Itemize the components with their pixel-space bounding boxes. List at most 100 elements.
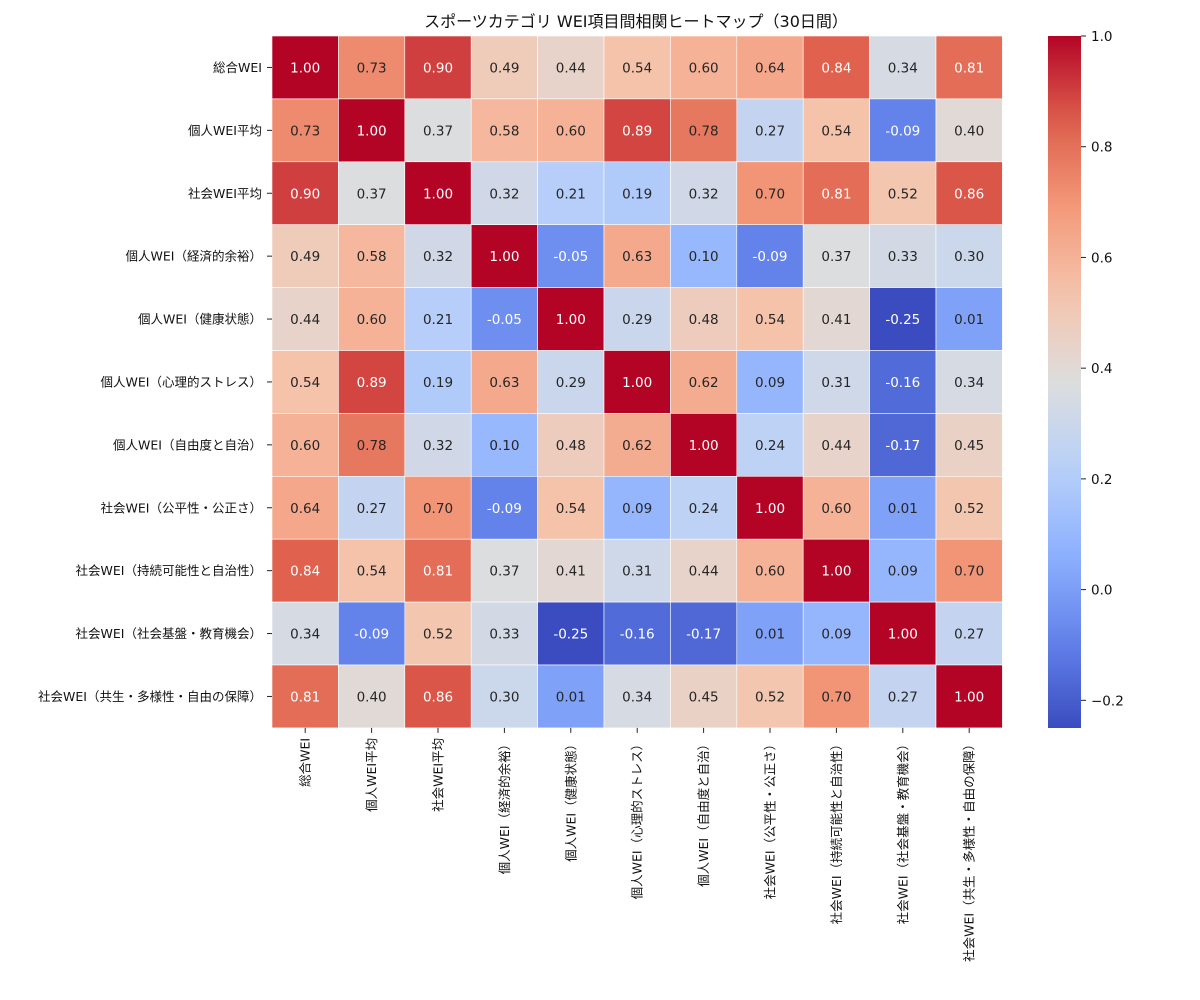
cell-value-label: 0.44 — [556, 60, 586, 76]
cell-value-label: 0.29 — [556, 375, 586, 391]
cell-value-label: 0.41 — [821, 312, 851, 328]
cell-value-label: 0.54 — [821, 123, 851, 139]
cell-value-label: 0.70 — [954, 564, 984, 580]
heatmap-cell — [736, 98, 804, 163]
heatmap-cell — [935, 350, 1003, 414]
y-tick-label: 社会WEI平均 — [188, 186, 262, 201]
cell-value-label: 0.54 — [755, 312, 785, 328]
cell-value-label: 1.00 — [622, 375, 652, 391]
heatmap-cell — [670, 538, 738, 603]
cell-value-label: 1.00 — [290, 60, 320, 76]
cell-value-label: 0.40 — [954, 123, 984, 139]
cell-value-label: -0.17 — [885, 438, 920, 454]
cell-value-label: 0.01 — [888, 501, 918, 517]
heatmap-cell — [603, 350, 671, 414]
cell-value-label: 0.78 — [357, 438, 387, 454]
cell-value-label: -0.25 — [885, 312, 920, 328]
heatmap-cell — [271, 287, 339, 351]
heatmap-cell — [935, 538, 1003, 603]
cell-value-label: 0.19 — [423, 375, 453, 391]
cell-value-label: 0.73 — [290, 123, 320, 139]
cell-value-label: 0.48 — [556, 438, 586, 454]
cell-value-label: 0.49 — [489, 60, 519, 76]
heatmap-cell — [869, 35, 937, 100]
cell-value-label: -0.25 — [553, 627, 588, 643]
cell-value-label: 0.01 — [755, 627, 785, 643]
heatmap-cell — [338, 475, 406, 540]
x-tick-label: 社会WEI（共生・多様性・自由の保障） — [962, 738, 977, 962]
y-tick-label: 個人WEI（心理的ストレス） — [101, 374, 262, 389]
colorbar-tick-label: 1.0 — [1091, 29, 1112, 45]
heatmap-cell — [802, 98, 870, 163]
heatmap-cell — [935, 664, 1003, 729]
y-tick-label: 個人WEI（経済的余裕） — [126, 249, 262, 264]
heatmap-cell — [338, 350, 406, 414]
x-tick-label: 総合WEI — [298, 738, 313, 787]
cell-value-label: 0.30 — [954, 249, 984, 265]
x-tick-label: 社会WEI平均 — [431, 738, 446, 812]
heatmap-cell — [537, 35, 605, 100]
heatmap-cell — [404, 664, 472, 729]
x-tick-label: 社会WEI（公平性・公正さ） — [763, 738, 778, 899]
cell-value-label: 1.00 — [689, 438, 719, 454]
heatmap-cell — [603, 35, 671, 100]
heatmap-cell — [470, 98, 538, 163]
y-tick-label: 総合WEI — [213, 60, 262, 75]
heatmap-cell — [935, 224, 1003, 288]
heatmap-cell — [338, 98, 406, 163]
colorbar-tick-label: 0.4 — [1091, 361, 1112, 377]
cell-value-label: 0.84 — [821, 60, 851, 76]
heatmap-cell — [470, 601, 538, 666]
cell-value-label: 0.45 — [954, 438, 984, 454]
heatmap-cell — [470, 538, 538, 603]
heatmap-cell — [470, 350, 538, 414]
y-tick-label: 社会WEI（共生・多様性・自由の保障） — [38, 689, 262, 704]
cell-value-label: 0.86 — [954, 186, 984, 202]
x-tick-label: 社会WEI（社会基盤・教育機会） — [895, 738, 910, 924]
heatmap-cell — [404, 161, 472, 226]
heatmap-cell — [802, 664, 870, 729]
heatmap-cell — [869, 98, 937, 163]
heatmap-cell — [537, 475, 605, 540]
cell-value-label: 0.54 — [357, 564, 387, 580]
heatmap-cell — [404, 601, 472, 666]
cell-value-label: 0.32 — [423, 249, 453, 265]
cell-value-label: 0.64 — [755, 60, 785, 76]
heatmap-cell — [670, 413, 738, 477]
cell-value-label: 0.81 — [290, 689, 320, 705]
cell-value-label: 0.44 — [821, 438, 851, 454]
heatmap-cell — [802, 601, 870, 666]
chart-title: スポーツカテゴリ WEI項目間相関ヒートマップ（30日間） — [424, 12, 848, 31]
cell-value-label: 0.32 — [689, 186, 719, 202]
cell-value-label: 0.48 — [689, 312, 719, 328]
cell-value-label: 0.30 — [489, 689, 519, 705]
heatmap-cell — [603, 224, 671, 288]
heatmap-cell — [935, 475, 1003, 540]
heatmap-cell — [869, 664, 937, 729]
cell-value-label: 1.00 — [489, 249, 519, 265]
cell-value-label: 0.58 — [489, 123, 519, 139]
heatmap-cell — [802, 287, 870, 351]
cell-value-label: 0.27 — [888, 689, 918, 705]
cell-value-label: 0.34 — [622, 689, 652, 705]
heatmap-cell — [271, 35, 339, 100]
cell-value-label: -0.09 — [487, 501, 522, 517]
cell-value-label: 1.00 — [755, 501, 785, 517]
heatmap-cell — [935, 98, 1003, 163]
cell-value-label: 0.89 — [357, 375, 387, 391]
heatmap-cell — [470, 287, 538, 351]
cell-value-label: -0.05 — [487, 312, 522, 328]
colorbar-tick-label: 0.8 — [1091, 140, 1112, 156]
heatmap-cell — [869, 538, 937, 603]
heatmap-cell — [271, 413, 339, 477]
cell-value-label: 0.54 — [622, 60, 652, 76]
heatmap-cell — [603, 287, 671, 351]
heatmap-cell — [935, 287, 1003, 351]
heatmap-cell — [271, 350, 339, 414]
x-tick-label: 個人WEI（健康状態） — [563, 738, 578, 862]
heatmap-cell — [470, 413, 538, 477]
heatmap-cell — [670, 601, 738, 666]
cell-value-label: 0.10 — [689, 249, 719, 265]
cell-value-label: 0.34 — [290, 627, 320, 643]
